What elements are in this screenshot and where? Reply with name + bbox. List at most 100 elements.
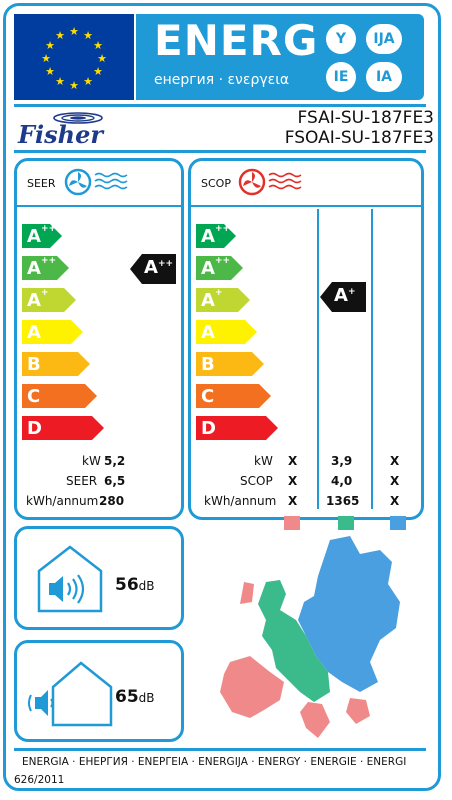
svg-text:★: ★ [69,79,79,92]
heating-scop-label: SCOP [240,474,273,488]
heating-annual-average: 1365 [326,494,360,508]
cooling-rating-letter: A [144,257,158,278]
heating-class-label: D [201,418,216,439]
indoor-speaker-house-icon [37,545,103,613]
fisher-swirl-icon [53,112,103,124]
svg-text:★: ★ [93,65,103,78]
cooling-class-label: A+ [27,288,49,311]
heating-class-label: A+++ [201,224,238,247]
zone-average-swatch [338,516,354,530]
heating-class-3: A+ [196,288,250,312]
heating-class-5: B [196,352,264,376]
brand-divider [14,150,426,153]
svg-text:★: ★ [97,52,107,65]
label-frame [3,3,441,791]
zone-cold-swatch [390,516,406,530]
cooling-class-label: A++ [27,256,57,279]
svg-text:★: ★ [55,29,65,42]
heating-rating-sup: + [347,287,356,297]
heating-kw-label: kW [254,454,273,468]
indoor-model: FSAI-SU-187FE3 [297,108,434,128]
indoor-noise-panel: 56dB [14,526,184,630]
heating-rating-marker: A+ [320,282,366,312]
cooling-class-6: C [22,384,97,408]
outdoor-speaker-house-icon [28,661,113,727]
footer-languages: ENERGIA · ЕНЕРГИЯ · ΕΝΕΡΓΕΙΑ · ENERGIJA … [22,756,407,768]
cooling-class-label: A [27,322,41,343]
lang-code-ia: IA [366,62,402,92]
indoor-noise-unit: dB [138,579,155,593]
map-average-zone [258,580,330,702]
eu-flag: ★ ★ ★ ★ ★ ★ ★ ★ ★ ★ ★ ★ [14,14,134,100]
cooling-seer-label: SEER [66,474,98,488]
energy-word: ENERG [154,16,319,65]
heating-class-label: B [201,354,215,375]
cooling-rating-sup: ++ [157,259,174,269]
heating-annual-label: kWh/annum [204,494,277,508]
cooling-fan-icon [64,168,128,196]
heating-fan-icon [238,168,302,196]
cooling-class-label: A+++ [27,224,64,247]
indoor-noise-value: 56 [115,575,139,595]
heating-class-7: D [196,416,278,440]
outdoor-noise-value: 65 [115,687,139,707]
svg-text:★: ★ [45,65,55,78]
heating-class-label: A++ [201,256,231,279]
lang-code-ija: IJA [366,24,402,54]
heating-rating-letter: A [334,285,348,306]
heating-kw-warm: X [288,454,298,468]
cooling-title: SEER [27,177,56,190]
climate-zone-map [220,536,400,738]
heating-kw-average: 3,9 [331,454,353,468]
cooling-class-5: B [22,352,90,376]
outdoor-model: FSOAI-SU-187FE3 [284,128,434,148]
cooling-rating-marker: A++ [130,254,176,284]
heating-class-label: A [201,322,215,343]
heating-annual-warm: X [288,494,298,508]
cooling-class-4: A [22,320,83,344]
cooling-divider [17,205,181,207]
heating-scop-average: 4,0 [331,474,353,488]
heating-class-2: A++ [196,256,243,280]
outdoor-noise-unit: dB [138,691,155,705]
footer-regulation: 626/2011 [14,774,65,786]
outdoor-noise-panel: 65dB [14,640,184,742]
heating-class-4: A [196,320,257,344]
svg-text:★: ★ [83,29,93,42]
map-cold-zone [298,536,400,692]
heating-column-divider-2 [371,209,373,509]
map-warm-zone [220,582,370,738]
cooling-kw-label: kW [82,454,101,468]
heating-scop-cold: X [390,474,400,488]
cooling-class-label: C [27,386,41,407]
heating-annual-cold: X [390,494,400,508]
header-divider [14,104,426,107]
cooling-class-2: A++ [22,256,69,280]
cooling-panel: SEER [14,158,184,520]
svg-text:★: ★ [69,25,79,38]
svg-text:★: ★ [93,39,103,52]
brand-name: Fisher [18,120,104,149]
cooling-kw-value: 5,2 [104,454,126,468]
cooling-class-7: D [22,416,104,440]
heating-panel: SCOP [188,158,424,520]
heating-class-6: C [196,384,271,408]
lang-code-ie: IE [326,62,356,92]
heating-class-label: C [201,386,215,407]
energy-header: ★ ★ ★ ★ ★ ★ ★ ★ ★ ★ ★ ★ ENERG енергия · … [14,14,424,100]
cooling-class-label: D [27,418,42,439]
footer-divider [14,748,426,751]
brand-logo: Fisher [18,108,138,152]
cooling-annual-value: 280 [99,494,125,508]
heating-kw-cold: X [390,454,400,468]
svg-text:★: ★ [41,52,51,65]
heating-scop-warm: X [288,474,298,488]
svg-text:★: ★ [83,75,93,88]
lang-code-y: Y [326,24,356,54]
cooling-class-label: B [27,354,41,375]
energy-subtitle: енергия · ενεργεια [154,72,290,88]
cooling-class-1: A+++ [22,224,64,248]
cooling-annual-label: kWh/annum [26,494,99,508]
heating-column-divider-1 [317,209,319,509]
cooling-class-3: A+ [22,288,76,312]
